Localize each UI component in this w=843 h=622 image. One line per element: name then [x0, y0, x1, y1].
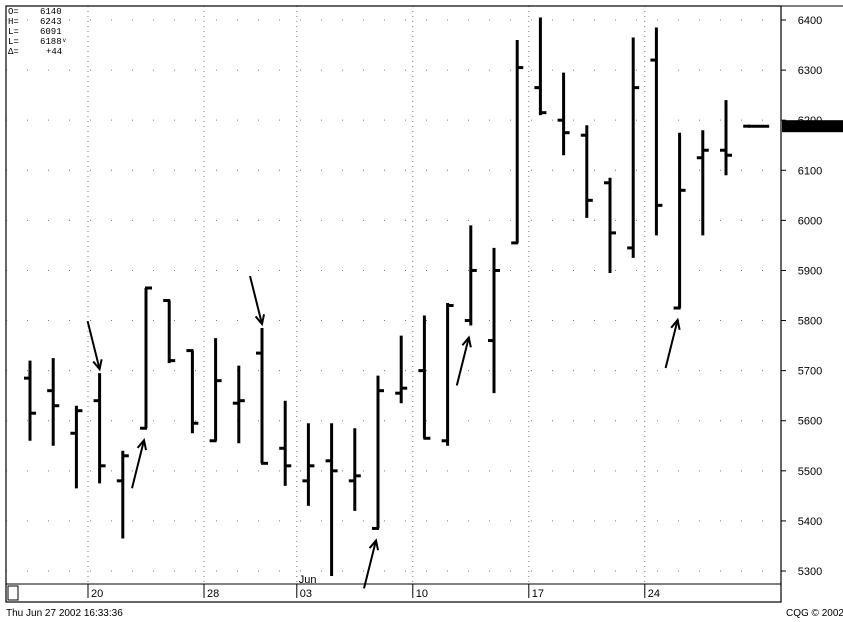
- arrow-up-icon: [131, 438, 148, 489]
- ohlc-last-label: L=: [8, 37, 19, 47]
- price-tick-label: 6000: [798, 215, 822, 227]
- ohlc-bar: [116, 450, 129, 539]
- price-tick-label: 5300: [798, 566, 822, 578]
- ohlc-bar: [418, 315, 431, 440]
- arrow-shaft: [249, 275, 263, 325]
- ohlc-bar: [580, 125, 593, 218]
- ohlc-bar: [302, 423, 315, 506]
- price-tick-label: 6400: [798, 15, 822, 27]
- date-tick-label: 10: [416, 588, 428, 600]
- arrow-up-icon: [363, 538, 380, 589]
- footer-timestamp: Thu Jun 27 2002 16:33:36: [6, 608, 123, 619]
- price-tick-label: 6300: [798, 65, 822, 77]
- ohlc-bar: [557, 72, 570, 156]
- arrow-head: [670, 317, 681, 331]
- ohlc-bar: [488, 247, 500, 394]
- ohlc-bar: [627, 37, 640, 258]
- date-tick-label: 17: [532, 588, 544, 600]
- ohlc-bar: [348, 428, 361, 511]
- plot-frame: [5, 5, 782, 603]
- date-tick-label: 28: [207, 588, 219, 600]
- ohlc-bar: [186, 349, 199, 434]
- arrow-down-icon: [86, 320, 103, 372]
- ohlc-bar: [140, 286, 152, 430]
- ohlc-bar: [395, 335, 408, 404]
- ohlc-bar: [279, 400, 292, 486]
- ohlc-bar: [325, 423, 338, 577]
- ohlc-change-label: Δ=: [8, 47, 19, 57]
- date-tick-label: 24: [648, 588, 660, 600]
- last-price-box: [782, 120, 843, 133]
- ohlc-bar: [163, 299, 176, 364]
- annotation-arrows: [86, 275, 681, 589]
- arrow-shaft: [664, 319, 679, 369]
- arrow-head: [461, 335, 472, 348]
- price-tick-label: 6100: [798, 165, 822, 177]
- price-tick-label: 5900: [798, 265, 822, 277]
- arrow-head: [92, 359, 103, 372]
- ohlc-bar: [232, 365, 245, 444]
- price-tick-label: 5400: [798, 516, 822, 528]
- price-tick-label: 5600: [798, 416, 822, 428]
- ohlc-bar: [720, 100, 732, 176]
- date-axis: 20 28 03 10 17 24 Jun: [87, 574, 660, 600]
- ohlc-bar: [511, 40, 524, 245]
- price-tick-label: 5800: [798, 316, 822, 328]
- arrow-shaft: [455, 337, 470, 386]
- ohlc-bar: [673, 132, 686, 310]
- arrow-shaft: [86, 320, 101, 370]
- arrow-head: [368, 538, 380, 551]
- date-tick-label: 03: [300, 588, 312, 600]
- last-price-label: 6188: [800, 121, 824, 133]
- date-tick-label: 20: [91, 588, 103, 600]
- ohlc-readout: O= 6140 H= 6243 L= 6091 L= 6188ᵛ Δ= +44: [8, 7, 67, 57]
- ohlc-bar: [256, 328, 268, 465]
- ohlc-change-value: +44: [46, 47, 62, 57]
- arrow-up-icon: [664, 317, 681, 369]
- arrow-head: [254, 314, 266, 327]
- ohlc-bar: [93, 373, 106, 484]
- last-price-marker: 6188: [782, 120, 843, 133]
- ohlc-bar: [372, 375, 384, 530]
- ohlc-low-label: L=: [8, 27, 19, 37]
- ohlc-bar: [24, 360, 36, 441]
- ohlc-high-value: 6243: [40, 17, 62, 27]
- ohlc-bar: [209, 338, 222, 443]
- price-tick-label: 5700: [798, 366, 822, 378]
- arrow-up-icon: [455, 335, 472, 386]
- ohlc-bar: [650, 27, 663, 236]
- month-label: Jun: [299, 574, 317, 586]
- ohlc-bar: [47, 358, 60, 446]
- arrow-down-icon: [249, 275, 266, 327]
- ohlc-open-value: 6140: [40, 7, 62, 17]
- price-bars: [24, 17, 770, 577]
- arrow-shaft: [131, 439, 145, 489]
- ohlc-bar: [70, 405, 83, 489]
- price-tick-label: 5500: [798, 466, 822, 478]
- ohlc-low-value: 6091: [40, 27, 62, 37]
- ohlc-open-label: O=: [8, 7, 19, 17]
- ohlc-high-label: H=: [8, 17, 19, 27]
- ohlc-last-value: 6188ᵛ: [40, 37, 67, 47]
- arrow-head: [136, 438, 148, 451]
- footer-brand: CQG © 2002: [786, 608, 843, 619]
- ohlc-bar: [696, 130, 709, 236]
- arrow-shaft: [363, 540, 377, 589]
- ohlc-bar: [464, 225, 477, 326]
- ohlc-bar: [604, 177, 616, 273]
- ohlc-bar: [534, 17, 547, 116]
- ohlc-bar: [441, 303, 454, 446]
- scroll-box[interactable]: [7, 585, 19, 601]
